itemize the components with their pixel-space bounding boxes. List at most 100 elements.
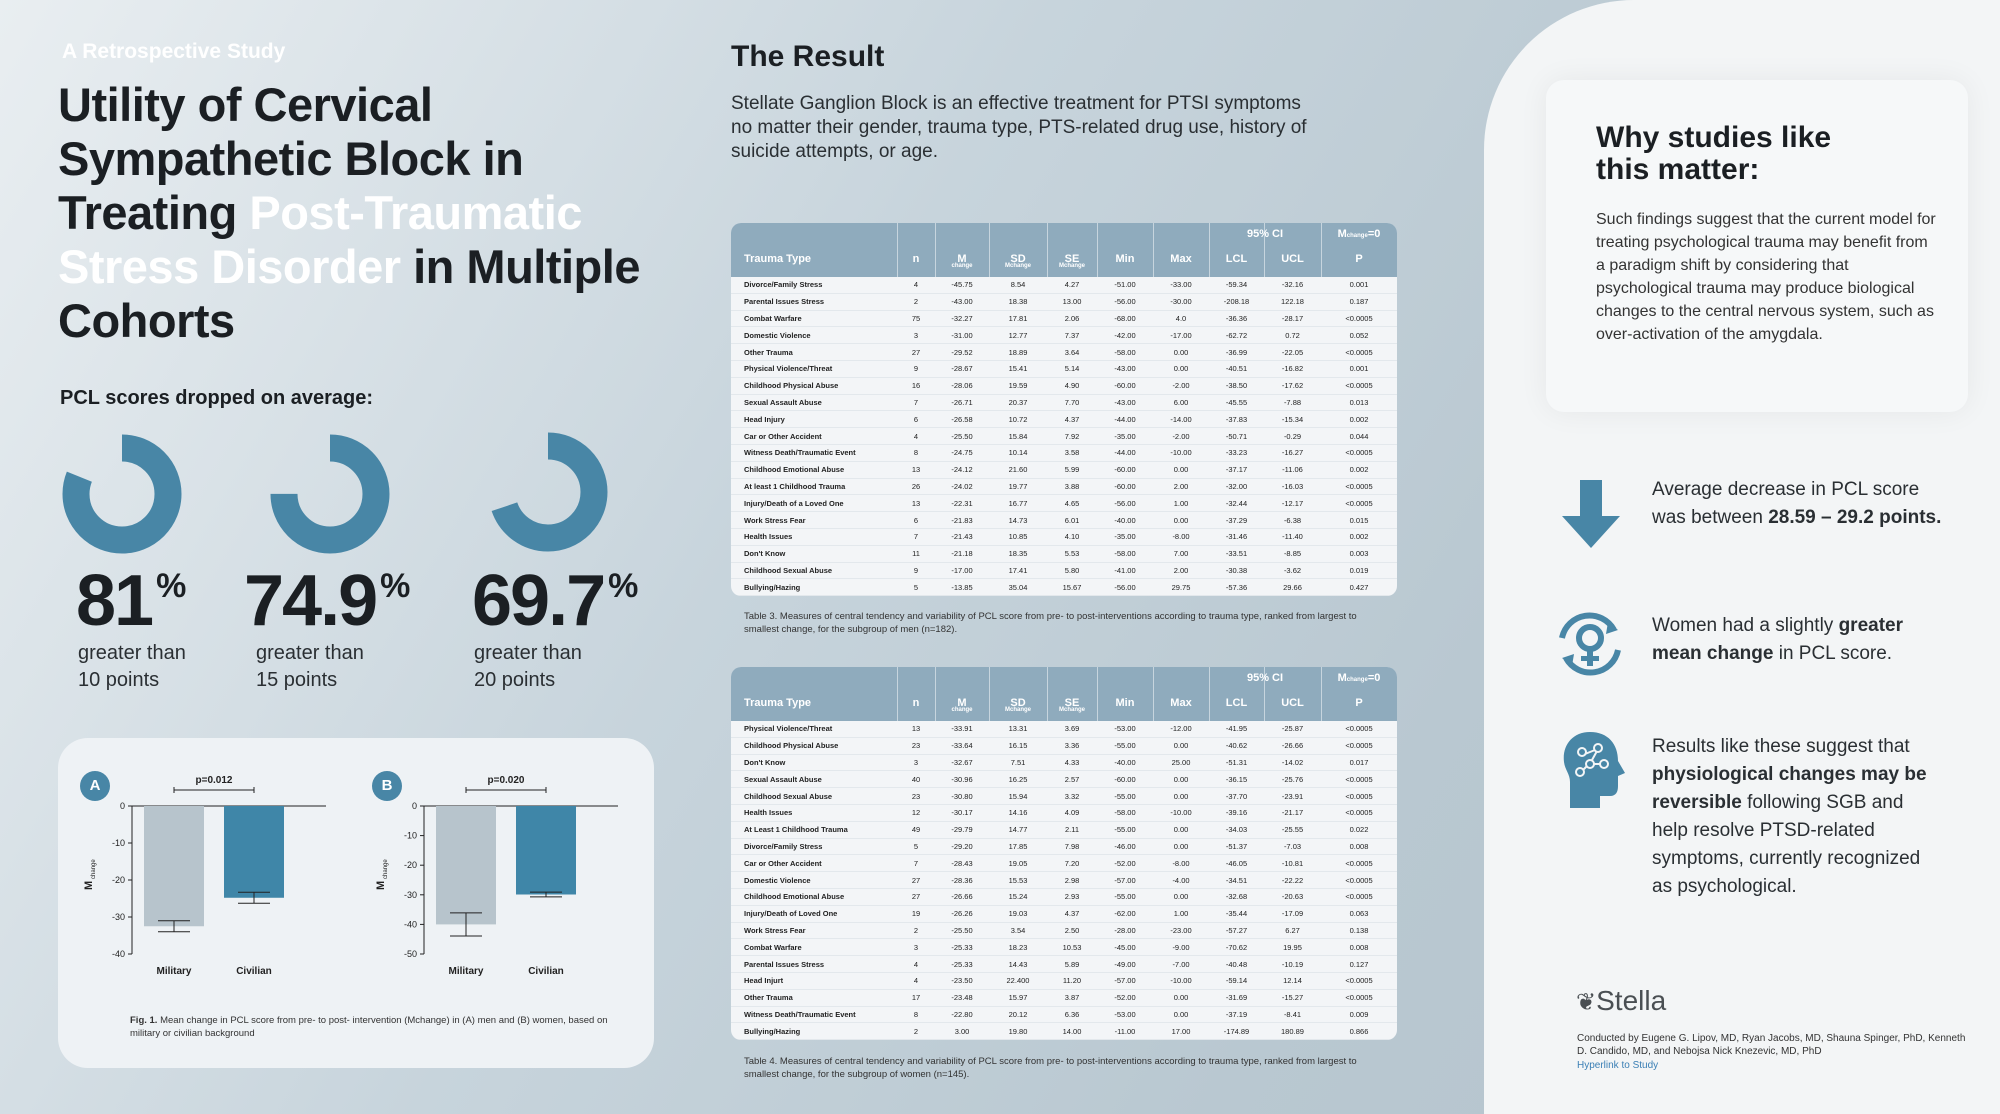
table-cell: -8.41: [1283, 1009, 1302, 1019]
col-95ci: 95% CI: [1246, 228, 1284, 240]
table-row: Don't Know 11 -21.18 18.35 5.53 -58.00 7.00 -33…: [731, 546, 1397, 563]
table-cell: 5.53: [1064, 549, 1080, 559]
table-cell: -14.00: [1170, 414, 1192, 424]
table-cell: -26.66: [951, 892, 973, 902]
table-cell: Childhood Sexual Abuse: [744, 791, 833, 801]
table-cell: 0.00: [1173, 993, 1189, 1003]
table-cell: -34.51: [1225, 875, 1248, 885]
table-cell: -56.00: [1114, 582, 1136, 592]
table-cell: 9: [913, 565, 919, 575]
table-cell: -46.00: [1114, 841, 1136, 851]
table-cell: -23.50: [951, 976, 973, 986]
table-cell: -10.00: [1170, 976, 1192, 986]
table-cell: Don't Know: [744, 757, 786, 767]
table-cell: 3: [913, 942, 919, 952]
table-cell: 0.017: [1349, 757, 1369, 767]
table-cell: -49.00: [1114, 959, 1136, 969]
table-cell: -9.00: [1172, 942, 1190, 952]
table-cell: 7.00: [1173, 549, 1189, 559]
table-cell: -37.17: [1225, 465, 1248, 475]
table-cell: -28.00: [1114, 925, 1136, 935]
table-cell: -11.00: [1114, 1026, 1136, 1036]
y-tick-label: -40: [404, 919, 417, 929]
table-row: Sexual Assault Abuse 7 -26.71 20.37 7.70 -43.…: [731, 395, 1397, 412]
table-cell: At least 1 Childhood Trauma: [744, 481, 846, 491]
table-cell: 12: [911, 808, 921, 818]
x-label-civilian: Civilian: [236, 966, 272, 977]
table-cell: -44.00: [1114, 414, 1136, 424]
table-cell: 8: [913, 448, 919, 458]
table-cell: 3.88: [1064, 481, 1080, 491]
col-min: Min: [1115, 253, 1135, 265]
table-cell: 0.00: [1173, 741, 1189, 751]
table-cell: 7: [913, 532, 919, 542]
table-row: Injury/Death of a Loved One 13 -22.31 16.77…: [731, 495, 1397, 513]
table-cell: 6: [913, 515, 919, 525]
table-cell: -62.72: [1225, 330, 1248, 340]
x-label-civilian: Civilian: [528, 966, 564, 977]
table-cell: -24.02: [951, 481, 973, 491]
table-cell: -25.55: [1281, 825, 1304, 835]
table-cell: 0.127: [1349, 959, 1369, 969]
col-n: n: [912, 253, 920, 265]
table-cell: 12.77: [1008, 330, 1028, 340]
table-cell: 0.002: [1349, 414, 1369, 424]
col-n: n: [912, 697, 920, 709]
table-cell: 2: [913, 925, 919, 935]
table-cell: <0.0005: [1345, 481, 1373, 491]
y-tick-label: 0: [120, 801, 125, 811]
table-cell: 0.022: [1349, 825, 1369, 835]
figure-caption: Fig. 1. Mean change in PCL score from pr…: [130, 1015, 608, 1039]
table-cell: <0.0005: [1345, 858, 1373, 868]
study-link[interactable]: Hyperlink to Study: [1577, 1060, 1659, 1071]
table-cell: -70.62: [1225, 942, 1248, 952]
table-cell: 17.00: [1171, 1026, 1191, 1036]
x-label-military: Military: [448, 966, 483, 977]
table-cell: Childhood Physical Abuse: [744, 381, 839, 391]
table-row: Bullying/Hazing 5 -13.85 35.04 15.67 -56.00 29…: [731, 579, 1397, 597]
table-cell: -30.96: [951, 774, 973, 784]
table-cell: <0.0005: [1345, 498, 1373, 508]
table-cell: 2.57: [1064, 774, 1080, 784]
col-max: Max: [1170, 253, 1192, 265]
table-cell: 2.06: [1064, 313, 1080, 323]
table-cell: 19.03: [1008, 909, 1028, 919]
donut-chart-74-9: [270, 434, 390, 554]
table-cell: -22.22: [1281, 875, 1304, 885]
table-row: Health Issues 12 -30.17 14.16 4.09 -58.00 -10.…: [731, 805, 1397, 822]
table-cell: -41.00: [1114, 565, 1136, 575]
table-cell: -11.06: [1282, 465, 1303, 475]
table-cell: 0.015: [1349, 515, 1369, 525]
table-cell: 20.12: [1008, 1009, 1028, 1019]
table-cell: 40: [911, 774, 921, 784]
title-part-1: Utility of Cervical Sympathetic Block in…: [58, 78, 524, 239]
table-cell: 0.187: [1349, 297, 1369, 307]
table-cell: -43.00: [1114, 364, 1136, 374]
table-cell: 7.51: [1010, 757, 1026, 767]
table-cell: -16.27: [1281, 448, 1304, 458]
table-row: Bullying/Hazing 2 3.00 19.80 14.00 -11.00 17.0…: [731, 1023, 1397, 1041]
table-cell: -25.76: [1281, 774, 1304, 784]
table-cell: Childhood Physical Abuse: [744, 741, 839, 751]
table-cell: 3: [913, 757, 919, 767]
table-cell: -7.88: [1283, 397, 1302, 407]
stat-value-3: 69.7%: [472, 561, 639, 641]
table-cell: 19.59: [1008, 381, 1028, 391]
table-cell: -33.51: [1225, 549, 1248, 559]
table-cell: 0.00: [1173, 1009, 1189, 1019]
table-cell: -31.00: [951, 330, 973, 340]
col-ucl: UCL: [1281, 253, 1304, 265]
table-cell: 6.01: [1064, 515, 1080, 525]
table-cell: 0.00: [1173, 515, 1189, 525]
col-lcl: LCL: [1225, 253, 1248, 265]
table-cell: -38.50: [1225, 381, 1248, 391]
table-cell: -28.43: [951, 858, 973, 868]
table-row: Divorce/Family Stress 4 -45.75 8.54 4.27 -51.…: [731, 277, 1397, 294]
table-cell: 16.25: [1008, 774, 1028, 784]
arrow-down-icon: [1562, 480, 1620, 548]
table-cell: 13: [911, 498, 921, 508]
table-cell: -34.03: [1225, 825, 1248, 835]
table-cell: -40.00: [1114, 515, 1136, 525]
table-cell: 0.008: [1349, 942, 1369, 952]
